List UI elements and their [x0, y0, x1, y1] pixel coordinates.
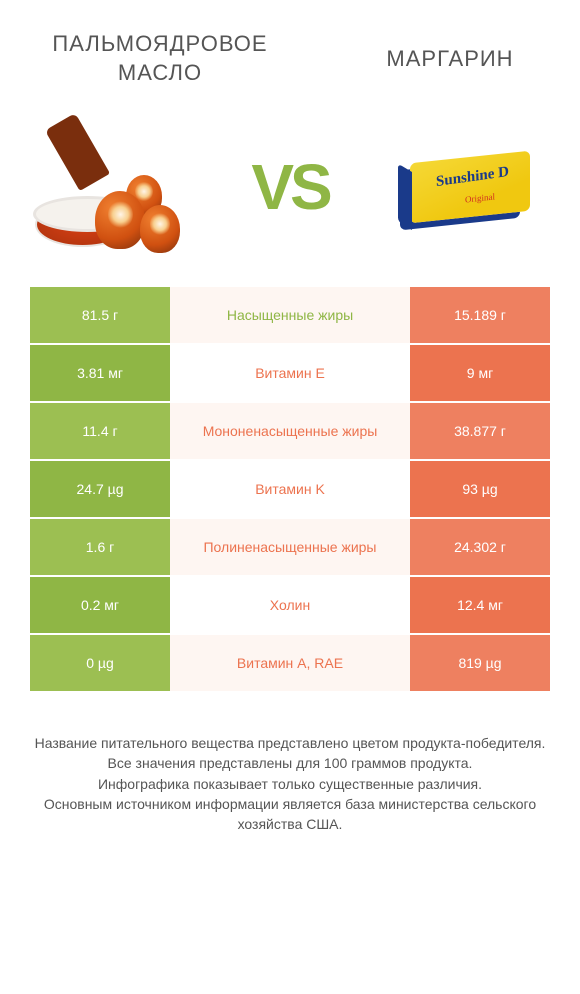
- nutrient-label: Витамин A, RAE: [170, 635, 410, 691]
- palm-oil-icon: [30, 117, 190, 257]
- footer-line: Инфографика показывает только существенн…: [28, 774, 552, 794]
- images-row: VS Sunshine D Original: [0, 107, 580, 287]
- nutrient-label: Витамин E: [170, 345, 410, 401]
- table-row: 0.2 мгХолин12.4 мг: [30, 577, 550, 635]
- footer-line: Все значения представлены для 100 граммо…: [28, 753, 552, 773]
- right-value: 24.302 г: [410, 519, 550, 575]
- left-value: 11.4 г: [30, 403, 170, 459]
- right-value: 93 µg: [410, 461, 550, 517]
- product-right-title: МАРГАРИН: [350, 46, 550, 72]
- right-value: 9 мг: [410, 345, 550, 401]
- left-value: 0.2 мг: [30, 577, 170, 633]
- left-value: 81.5 г: [30, 287, 170, 343]
- table-row: 11.4 гМононенасыщенные жиры38.877 г: [30, 403, 550, 461]
- header: ПАЛЬМОЯДРОВОЕ МАСЛО МАРГАРИН: [0, 0, 580, 107]
- footer-line: Название питательного вещества представл…: [28, 733, 552, 753]
- comparison-table: 81.5 гНасыщенные жиры15.189 г3.81 мгВита…: [30, 287, 550, 693]
- table-row: 1.6 гПолиненасыщенные жиры24.302 г: [30, 519, 550, 577]
- right-value: 15.189 г: [410, 287, 550, 343]
- nutrient-label: Полиненасыщенные жиры: [170, 519, 410, 575]
- right-value: 12.4 мг: [410, 577, 550, 633]
- nutrient-label: Насыщенные жиры: [170, 287, 410, 343]
- table-row: 3.81 мгВитамин E9 мг: [30, 345, 550, 403]
- left-value: 24.7 µg: [30, 461, 170, 517]
- product-left-title: ПАЛЬМОЯДРОВОЕ МАСЛО: [30, 30, 290, 87]
- left-value: 3.81 мг: [30, 345, 170, 401]
- table-row: 0 µgВитамин A, RAE819 µg: [30, 635, 550, 693]
- product-left-image: [30, 117, 190, 257]
- nutrient-label: Холин: [170, 577, 410, 633]
- footer-line: Основным источником информации является …: [28, 794, 552, 835]
- footer-notes: Название питательного вещества представл…: [0, 693, 580, 834]
- nutrient-label: Витамин K: [170, 461, 410, 517]
- margarine-icon: Sunshine D Original: [390, 137, 550, 237]
- table-row: 24.7 µgВитамин K93 µg: [30, 461, 550, 519]
- right-value: 38.877 г: [410, 403, 550, 459]
- right-value: 819 µg: [410, 635, 550, 691]
- left-value: 0 µg: [30, 635, 170, 691]
- nutrient-label: Мононенасыщенные жиры: [170, 403, 410, 459]
- table-row: 81.5 гНасыщенные жиры15.189 г: [30, 287, 550, 345]
- vs-label: VS: [251, 150, 328, 224]
- product-right-image: Sunshine D Original: [390, 117, 550, 257]
- left-value: 1.6 г: [30, 519, 170, 575]
